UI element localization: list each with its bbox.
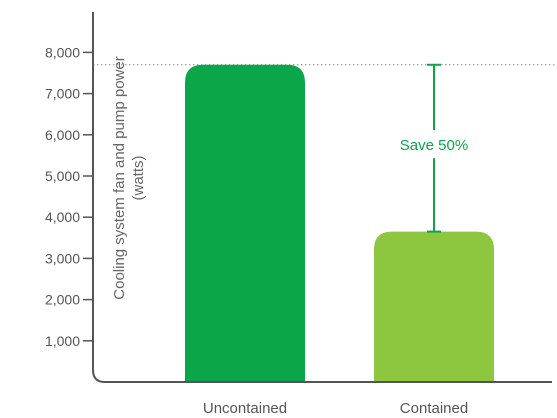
- bar: [185, 64, 305, 382]
- annotation-label: Save 50%: [400, 137, 468, 154]
- y-ticks-layer: 1,000 2,000 3,000 4,000 5,000 6,000 7,000 8,000: [45, 44, 93, 349]
- x-category-label: Uncontained: [203, 400, 287, 417]
- y-tick-label: 3,000: [45, 250, 80, 266]
- axis-lines: [92, 12, 552, 383]
- y-axis-label-line-1: Cooling system fan and pump power: [111, 56, 128, 299]
- bars-layer: [185, 64, 494, 382]
- y-tick-label: 5,000: [45, 168, 80, 184]
- x-categories-layer: Uncontained Contained: [203, 400, 468, 417]
- y-axis-label-line-2: (watts): [130, 155, 147, 200]
- axes-layer: [92, 12, 552, 383]
- y-tick-label: 6,000: [45, 127, 80, 143]
- y-tick-label: 7,000: [45, 86, 80, 102]
- y-tick-label: 2,000: [45, 292, 80, 308]
- y-tick-label: 8,000: [45, 44, 80, 60]
- y-tick-label: 1,000: [45, 333, 80, 349]
- bar: [374, 231, 494, 382]
- y-tick-label: 4,000: [45, 209, 80, 225]
- annotation-layer: Save 50%: [400, 63, 468, 233]
- x-category-label: Contained: [400, 400, 468, 417]
